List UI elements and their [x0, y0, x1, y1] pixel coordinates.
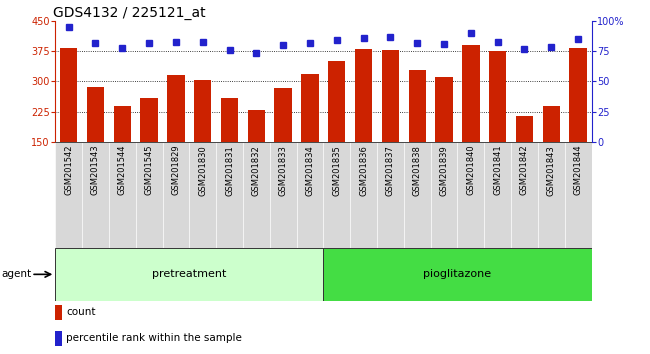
Bar [55, 305, 62, 320]
Text: GSM201544: GSM201544 [118, 145, 127, 195]
Bar [296, 142, 324, 248]
Bar [489, 51, 506, 202]
Text: GSM201833: GSM201833 [279, 145, 288, 196]
Text: agent: agent [1, 269, 31, 279]
Text: GSM201835: GSM201835 [332, 145, 341, 195]
Bar [221, 98, 239, 202]
Text: GSM201832: GSM201832 [252, 145, 261, 195]
Text: GSM201545: GSM201545 [144, 145, 153, 195]
Bar [55, 331, 62, 346]
Text: GSM201543: GSM201543 [91, 145, 100, 195]
Bar [430, 142, 458, 248]
Bar [355, 49, 372, 202]
Bar [458, 142, 484, 248]
Bar [484, 142, 511, 248]
Text: pioglitazone: pioglitazone [423, 269, 491, 279]
Bar [382, 50, 399, 202]
Bar [404, 142, 430, 248]
Text: GDS4132 / 225121_at: GDS4132 / 225121_at [53, 6, 205, 20]
Text: pretreatment: pretreatment [152, 269, 226, 279]
Bar [243, 142, 270, 248]
Bar [136, 142, 162, 248]
Bar [328, 61, 346, 202]
Bar [109, 142, 136, 248]
Bar [301, 74, 318, 202]
Text: GSM201841: GSM201841 [493, 145, 502, 195]
Bar [167, 75, 185, 202]
Bar [216, 142, 243, 248]
Bar [274, 88, 292, 202]
Bar [140, 98, 158, 202]
Bar [565, 142, 592, 248]
Bar [60, 48, 77, 202]
Bar [538, 142, 565, 248]
Text: GSM201542: GSM201542 [64, 145, 73, 195]
Bar [515, 116, 533, 202]
Text: GSM201844: GSM201844 [573, 145, 582, 195]
Bar [377, 142, 404, 248]
Text: GSM201830: GSM201830 [198, 145, 207, 195]
Bar [194, 80, 211, 202]
Text: GSM201838: GSM201838 [413, 145, 422, 196]
Text: GSM201829: GSM201829 [172, 145, 181, 195]
Bar [86, 87, 104, 202]
Bar [511, 142, 538, 248]
Text: count: count [66, 307, 96, 317]
Bar [248, 110, 265, 202]
Bar [162, 142, 189, 248]
Bar [55, 248, 324, 301]
Text: GSM201836: GSM201836 [359, 145, 368, 196]
Bar [462, 45, 480, 202]
Text: percentile rank within the sample: percentile rank within the sample [66, 333, 242, 343]
Bar [189, 142, 216, 248]
Bar [543, 106, 560, 202]
Bar [82, 142, 109, 248]
Text: GSM201839: GSM201839 [439, 145, 448, 195]
Text: GSM201831: GSM201831 [225, 145, 234, 195]
Bar [436, 76, 453, 202]
Bar [350, 142, 377, 248]
Text: GSM201840: GSM201840 [466, 145, 475, 195]
Bar [408, 70, 426, 202]
Bar [324, 142, 350, 248]
Bar [55, 142, 82, 248]
Bar [114, 106, 131, 202]
Text: GSM201842: GSM201842 [520, 145, 529, 195]
Text: GSM201834: GSM201834 [306, 145, 315, 195]
Bar [324, 248, 592, 301]
Bar [569, 48, 587, 202]
Text: GSM201843: GSM201843 [547, 145, 556, 195]
Text: GSM201837: GSM201837 [386, 145, 395, 196]
Bar [270, 142, 296, 248]
